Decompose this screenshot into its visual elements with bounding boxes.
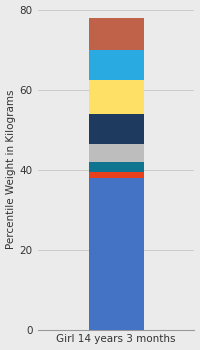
Bar <box>89 79 144 113</box>
Bar <box>89 50 144 79</box>
Y-axis label: Percentile Weight in Kilograms: Percentile Weight in Kilograms <box>6 90 16 249</box>
Bar <box>89 144 144 162</box>
Bar <box>89 162 144 172</box>
Bar <box>89 18 144 50</box>
Bar <box>89 177 144 330</box>
Bar <box>89 172 144 177</box>
Bar <box>89 113 144 144</box>
